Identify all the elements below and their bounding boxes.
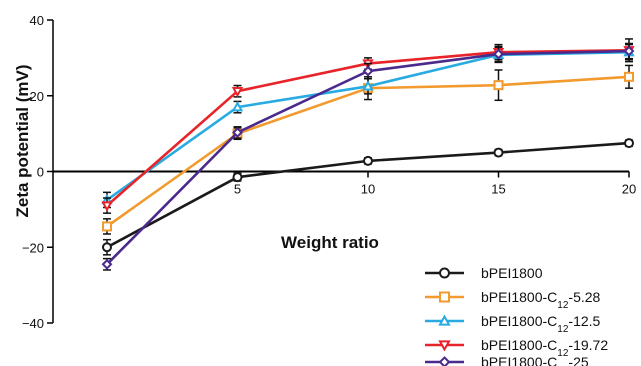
legend-label: bPEI1800 [481, 265, 543, 281]
x-tick-label: 5 [234, 182, 241, 197]
data-point [101, 258, 113, 270]
data-point [623, 45, 635, 57]
data-point [624, 138, 634, 149]
data-point [101, 201, 113, 212]
data-point [493, 48, 504, 60]
y-tick-label: 20 [30, 89, 44, 104]
legend-label: bPEI1800-C12-25 [481, 354, 589, 366]
data-point [231, 101, 244, 112]
legend-item: bPEI1800-C12-19.72 [425, 337, 608, 359]
legend-marker-triangle-up [438, 314, 451, 326]
y-tick-label: −20 [22, 240, 44, 255]
legend-marker-diamond [438, 356, 451, 366]
y-tick-label: 40 [30, 13, 44, 28]
legend-label: bPEI1800-C12-5.28 [481, 289, 601, 311]
legend: bPEI1800 bPEI1800-C12-5.28bPEI1800-C12-12… [425, 265, 608, 366]
plot-series [101, 38, 635, 271]
legend-item: bPEI1800 [425, 265, 543, 281]
data-point [232, 127, 243, 138]
legend-marker-circle [439, 267, 450, 279]
data-point [231, 87, 244, 98]
x-tick-label: 10 [361, 182, 375, 197]
legend-label: bPEI1800-C12-19.72 [481, 337, 608, 359]
legend-item: bPEI1800-C12-12.5 [425, 313, 601, 335]
data-point [102, 242, 112, 253]
data-point [232, 172, 243, 183]
y-tick-label: 0 [37, 165, 44, 180]
data-point [362, 80, 374, 91]
data-point [493, 80, 504, 91]
series-circle [102, 138, 634, 256]
legend-item: bPEI1800-C12-25 [425, 354, 589, 366]
plot-axes: −40 −20 0 20 40 5 10 15 20 [22, 13, 636, 331]
y-axis-title: Zeta potential (mV) [13, 64, 32, 217]
series-diamond [101, 42, 635, 271]
legend-marker-triangle-down [438, 340, 451, 352]
data-point [362, 65, 374, 77]
x-tick-label: 20 [622, 182, 636, 197]
data-point [493, 147, 504, 158]
x-tick-label: 15 [491, 182, 505, 197]
data-point [624, 71, 634, 82]
legend-label: bPEI1800-C12-12.5 [481, 313, 601, 335]
data-point [102, 221, 112, 232]
y-tick-label: −40 [22, 316, 44, 331]
legend-item: bPEI1800-C12-5.28 [425, 289, 601, 311]
legend-marker-square [439, 291, 450, 303]
x-axis-title: Weight ratio [281, 233, 379, 252]
data-point [363, 155, 373, 166]
